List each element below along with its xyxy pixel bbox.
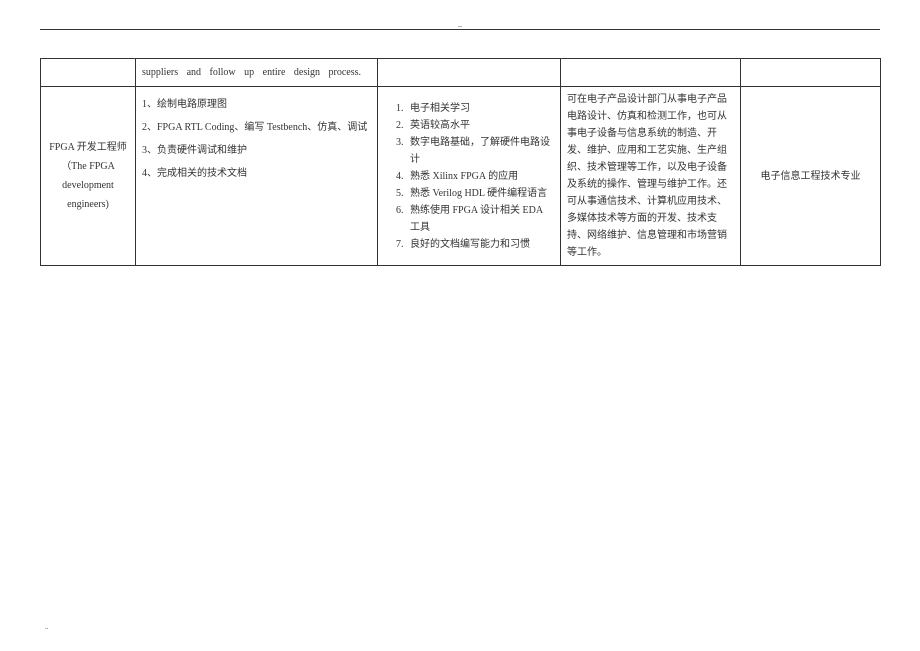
text: 可在电子产品设计部门从事电子产品电路设计、仿真和检测工作，也可从事电子设备与信息… <box>567 94 727 258</box>
cell-career: 可在电子产品设计部门从事电子产品电路设计、仿真和检测工作，也可从事电子设备与信息… <box>561 87 741 266</box>
cell-role-title: FPGA 开发工程师 （The FPGA development enginee… <box>41 87 136 266</box>
duty-item: 2、FPGA RTL Coding、编写 Testbench、仿真、调试 <box>142 116 371 139</box>
cell-duties: 1、绘制电路原理图 2、FPGA RTL Coding、编写 Testbench… <box>136 87 378 266</box>
duty-item: 1、绘制电路原理图 <box>142 93 371 116</box>
requirements-list: 电子相关学习 英语较高水平 数字电路基础，了解硬件电路设计 熟悉 Xilinx … <box>384 100 554 253</box>
list-item: 英语较高水平 <box>406 117 554 134</box>
document-page: .. suppliers and follow up entire design… <box>0 0 920 651</box>
cell-duties-continuation: suppliers and follow up entire design pr… <box>136 59 378 87</box>
cell-empty <box>561 59 741 87</box>
role-title-zh: FPGA 开发工程师 <box>47 138 129 157</box>
role-title-en: （The FPGA development engineers) <box>47 157 129 214</box>
list-item: 熟练使用 FPGA 设计相关 EDA 工具 <box>406 202 554 236</box>
duty-item: 4、完成相关的技术文档 <box>142 162 371 185</box>
list-item: 良好的文档编写能力和习惯 <box>406 236 554 253</box>
list-item: 电子相关学习 <box>406 100 554 117</box>
list-item: 熟悉 Xilinx FPGA 的应用 <box>406 168 554 185</box>
list-item: 数字电路基础，了解硬件电路设计 <box>406 134 554 168</box>
cell-requirements: 电子相关学习 英语较高水平 数字电路基础，了解硬件电路设计 熟悉 Xilinx … <box>378 87 561 266</box>
cell-major: 电子信息工程技术专业 <box>741 87 881 266</box>
cell-empty <box>741 59 881 87</box>
job-table: suppliers and follow up entire design pr… <box>40 58 881 266</box>
cell-empty <box>378 59 561 87</box>
text: suppliers and follow up entire design pr… <box>142 67 361 78</box>
text: 电子信息工程技术专业 <box>761 171 861 182</box>
cell-role <box>41 59 136 87</box>
footer-marker: .. <box>45 623 49 631</box>
header-area: .. <box>40 0 880 30</box>
duty-item: 3、负责硬件调试和维护 <box>142 139 371 162</box>
table-row: FPGA 开发工程师 （The FPGA development enginee… <box>41 87 881 266</box>
header-rule <box>40 29 880 30</box>
list-item: 熟悉 Verilog HDL 硬件编程语言 <box>406 185 554 202</box>
table-row: suppliers and follow up entire design pr… <box>41 59 881 87</box>
header-marker: .. <box>40 20 880 29</box>
